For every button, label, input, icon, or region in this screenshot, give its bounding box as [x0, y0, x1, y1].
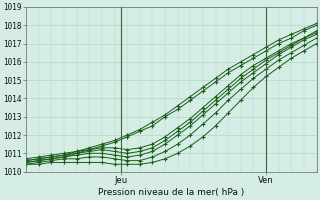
X-axis label: Pression niveau de la mer( hPa ): Pression niveau de la mer( hPa ) — [98, 188, 244, 197]
